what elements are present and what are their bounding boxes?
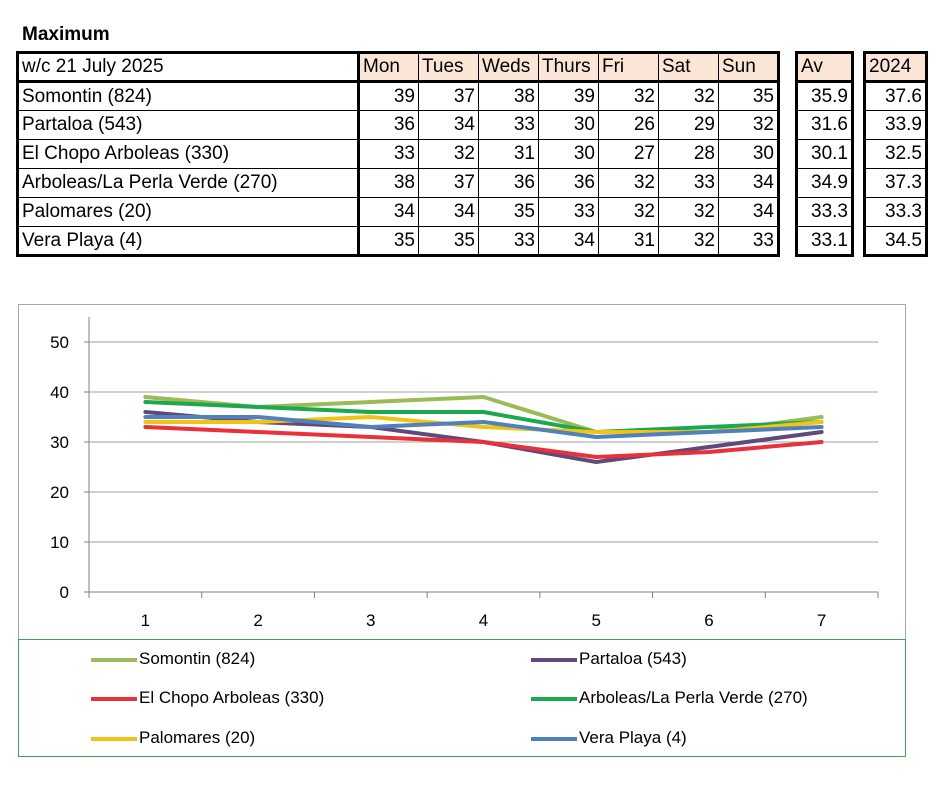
table-row: Palomares (20) 34 34 35 33 32 32 34: [17, 197, 779, 227]
legend-label: Arboleas/La Perla Verde (270): [579, 688, 808, 707]
y-tick-label: 20: [50, 483, 69, 502]
temperature-cell: 37: [418, 168, 479, 198]
y-tick-label: 40: [50, 383, 69, 402]
series-line: [143, 400, 824, 434]
day-header: Tues: [418, 52, 479, 83]
table-header-row: w/c 21 July 2025 Mon Tues Weds Thurs Fri Sat Su…: [17, 52, 779, 83]
temperature-cell: 39: [538, 81, 599, 111]
site-name: Vera Playa (4): [17, 226, 360, 256]
temperature-cell: 33: [718, 226, 779, 256]
legend-label: El Chopo Arboleas (330): [139, 688, 325, 707]
temperature-cell: 32: [598, 197, 659, 227]
temperature-cell: 33: [658, 168, 719, 198]
previous-year-cell: 37.3: [864, 168, 927, 198]
temperature-cell: 30: [538, 110, 599, 140]
temperature-cell: 32: [718, 110, 779, 140]
temperature-cell: 34: [718, 168, 779, 198]
x-tick-label: 3: [366, 611, 375, 630]
site-name: Somontin (824): [17, 81, 360, 111]
legend-swatch: [531, 658, 577, 662]
legend-swatch: [91, 737, 137, 741]
previous-year-cell: 37.6: [864, 81, 927, 111]
day-header: Sun: [718, 52, 779, 83]
day-header: Sat: [658, 52, 719, 83]
series-line: [143, 415, 824, 439]
x-tick-label: 7: [817, 611, 826, 630]
x-tick-label: 4: [479, 611, 488, 630]
temperature-cell: 32: [658, 197, 719, 227]
temperature-cell: 37: [418, 81, 479, 111]
temperature-cell: 31: [598, 226, 659, 256]
y-tick-label: 50: [50, 333, 69, 352]
average-cell: 35.9: [796, 81, 853, 111]
x-tick-label: 2: [253, 611, 262, 630]
day-header: Thurs: [538, 52, 599, 83]
temperature-cell: 35: [358, 226, 419, 256]
table-row: Somontin (824) 39 37 38 39 32 32 35: [17, 81, 779, 111]
temperature-cell: 36: [478, 168, 539, 198]
legend-label: Palomares (20): [139, 728, 256, 747]
temperature-cell: 30: [718, 139, 779, 169]
table-row: Vera Playa (4) 35 35 33 34 31 32 33: [17, 226, 779, 256]
week-label: w/c 21 July 2025: [17, 52, 360, 83]
previous-year-cell: 32.5: [864, 139, 927, 169]
site-name: Palomares (20): [17, 197, 360, 227]
legend-label: Partaloa (543): [579, 649, 687, 668]
site-name: Partaloa (543): [17, 110, 360, 140]
temperature-cell: 26: [598, 110, 659, 140]
temperature-cell: 38: [478, 81, 539, 111]
legend-label: Somontin (824): [139, 649, 256, 668]
previous-year-header: 2024: [864, 52, 927, 83]
x-tick-label: 1: [141, 611, 150, 630]
temperature-cell: 32: [418, 139, 479, 169]
average-cell: 30.1: [796, 139, 853, 169]
x-tick-label: 5: [591, 611, 600, 630]
y-tick-label: 30: [50, 433, 69, 452]
chart-legend: Somontin (824) Partaloa (543) El Chopo Arb…: [18, 639, 906, 757]
temperature-cell: 33: [358, 139, 419, 169]
series-line: [143, 425, 824, 459]
legend-swatch: [91, 658, 137, 662]
temperature-cell: 35: [718, 81, 779, 111]
series-line: [143, 410, 824, 464]
temperature-cell: 34: [538, 226, 599, 256]
temperature-table: w/c 21 July 2025 Mon Tues Weds Thurs Fri Sat Su…: [16, 51, 780, 257]
temperature-cell: 38: [358, 168, 419, 198]
previous-year-cell: 34.5: [864, 226, 927, 256]
previous-year-cell: 33.3: [864, 197, 927, 227]
temperature-cell: 35: [418, 226, 479, 256]
previous-year-table: 2024 37.6 33.9 32.5 37.3 33.3 34.5: [863, 51, 928, 257]
temperature-cell: 32: [658, 226, 719, 256]
average-cell: 31.6: [796, 110, 853, 140]
legend-swatch: [531, 697, 577, 701]
average-table: Av 35.9 31.6 30.1 34.9 33.3 33.1: [795, 51, 854, 257]
temperature-cell: 35: [478, 197, 539, 227]
legend-label: Vera Playa (4): [579, 728, 687, 747]
table-row: Partaloa (543) 36 34 33 30 26 29 32: [17, 110, 779, 140]
average-header: Av: [796, 52, 853, 83]
day-header: Fri: [598, 52, 659, 83]
temperature-cell: 39: [358, 81, 419, 111]
legend-swatch: [531, 737, 577, 741]
y-tick-label: 10: [50, 533, 69, 552]
legend-swatch: [91, 697, 137, 701]
x-tick-label: 6: [704, 611, 713, 630]
temperature-cell: 34: [718, 197, 779, 227]
site-name: El Chopo Arboleas (330): [17, 139, 360, 169]
table-heading: Maximum: [22, 24, 110, 45]
y-tick-label: 0: [60, 583, 69, 602]
average-cell: 33.1: [796, 226, 853, 256]
temperature-cell: 30: [538, 139, 599, 169]
temperature-cell: 29: [658, 110, 719, 140]
table-row: El Chopo Arboleas (330) 33 32 31 30 27 28 30: [17, 139, 779, 169]
